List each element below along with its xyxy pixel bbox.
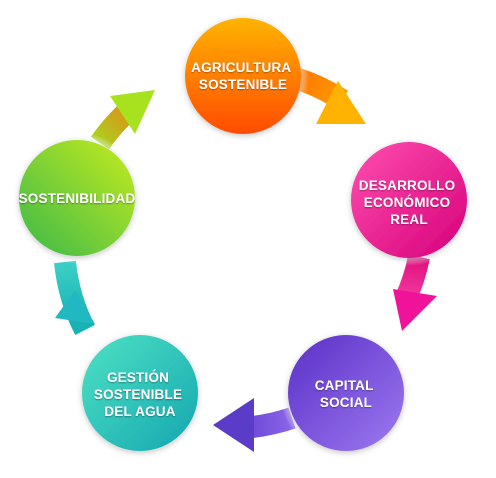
node-sostenibilidad-circle xyxy=(19,140,135,256)
node-gestion: GESTIÓN SOSTENIBLE DEL AGUA xyxy=(74,327,206,459)
node-agricultura: AGRICULTURA SOSTENIBLE xyxy=(177,10,309,142)
node-sostenibilidad: SOSTENIBILIDAD xyxy=(11,132,143,264)
node-desarrollo-label-3: REAL xyxy=(390,212,428,227)
node-desarrollo-circle xyxy=(351,142,467,258)
node-gestion-label-2: SOSTENIBLE xyxy=(94,387,182,402)
arrow-4-icon xyxy=(55,290,95,324)
node-gestion-label-3: DEL AGUA xyxy=(104,404,175,419)
node-desarrollo-label-2: ECONÓMICO xyxy=(364,195,451,210)
node-capital-label-2: SOCIAL xyxy=(320,395,372,410)
svg-text:DESARROLLO ECONÓMICO: DESARROLLO ECONÓMICO REAL xyxy=(359,178,459,227)
node-capital-label-1: CAPITAL xyxy=(315,378,374,393)
arrow-2-icon xyxy=(393,289,437,331)
node-agricultura-circle xyxy=(185,18,301,134)
node-agricultura-label-2: SOSTENIBLE xyxy=(199,77,287,92)
node-gestion-circle xyxy=(82,335,198,451)
node-desarrollo: DESARROLLO ECONÓMICO REAL xyxy=(343,134,475,266)
svg-text:CAPITAL SOCIAL: CAPITAL SOCIAL xyxy=(315,378,378,410)
node-gestion-label-1: GESTIÓN xyxy=(107,370,169,385)
node-sostenibilidad-label-1: SOSTENIBILIDAD xyxy=(19,191,136,206)
arrow-5-icon xyxy=(110,90,155,134)
node-desarrollo-label-1: DESARROLLO xyxy=(359,178,456,193)
svg-text:SOSTENIBILIDAD: SOSTENIBILIDAD xyxy=(19,191,136,206)
arrowheads xyxy=(55,81,437,452)
arrow-1-icon xyxy=(316,81,366,124)
svg-text:AGRICULTURA SOSTENIBLE: AGRICULTURA SOSTENIBLE xyxy=(191,60,295,92)
node-capital: CAPITAL SOCIAL xyxy=(280,327,412,459)
arrow-3-icon xyxy=(213,398,254,452)
node-agricultura-label-1: AGRICULTURA xyxy=(191,60,291,75)
svg-text:GESTIÓN SOSTENIBLE: GESTIÓN SOSTENIBLE DEL AGUA xyxy=(94,370,186,419)
node-capital-circle xyxy=(288,335,404,451)
